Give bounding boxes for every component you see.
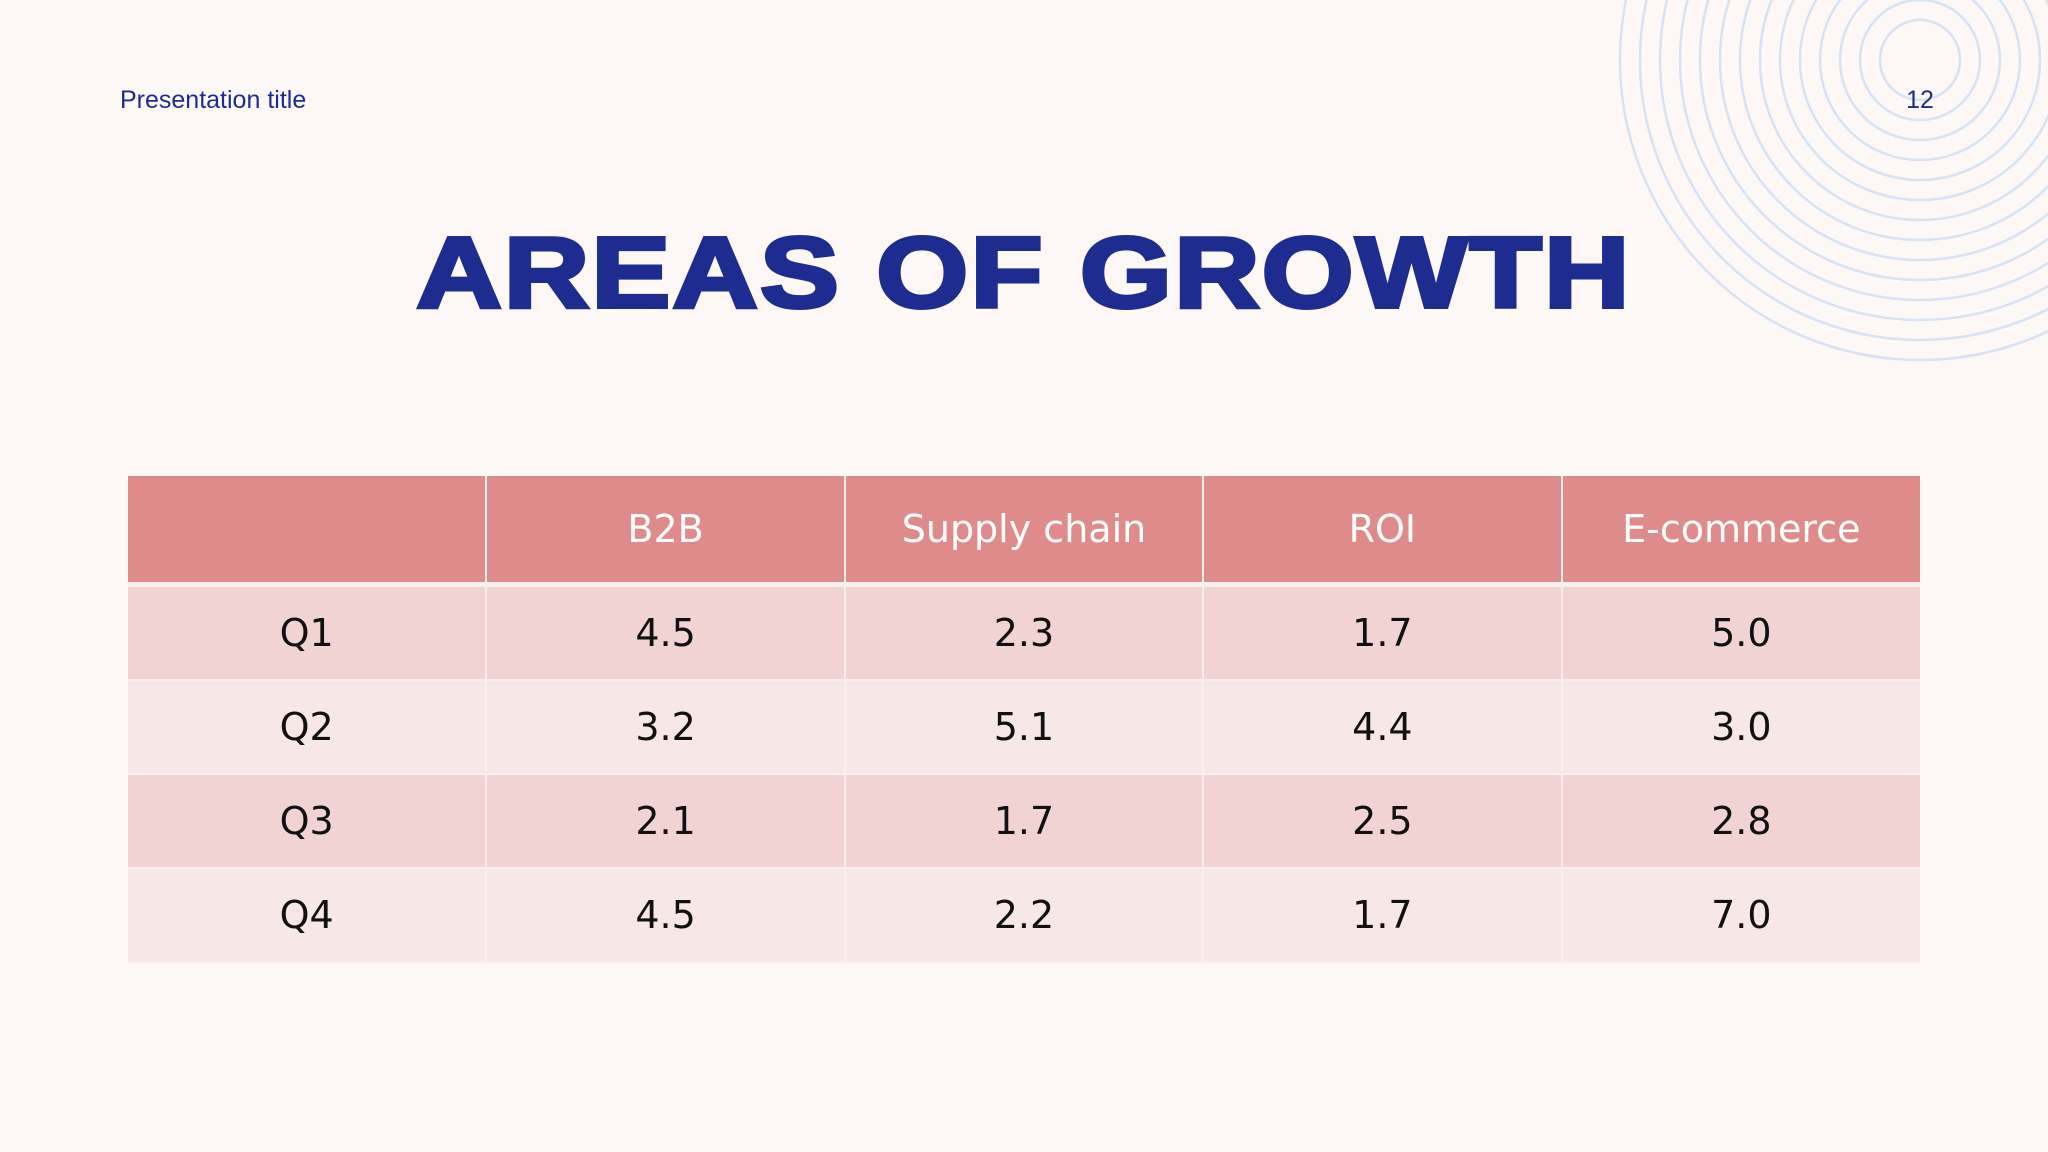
table-cell: 1.7 [1202,868,1563,963]
row-label: Q4 [128,868,488,963]
presentation-title: Presentation title [120,86,307,114]
slide-title: AREAS OF GROWTH [414,216,1632,330]
table-cell: 3.2 [485,680,846,775]
table-row: Q2 3.2 5.1 4.4 3.0 [128,680,1920,775]
column-header: E-commerce [1560,476,1920,587]
table-cell: 5.0 [1560,584,1920,681]
table-cell: 2.2 [843,868,1205,963]
column-header: ROI [1202,476,1563,587]
row-label: Q3 [128,774,488,869]
table-row: Q3 2.1 1.7 2.5 2.8 [128,774,1920,869]
table-cell: 4.5 [485,868,846,963]
concentric-arcs-icon [1618,0,2048,362]
table-cell: 2.3 [843,584,1205,681]
table-cell: 3.0 [1560,680,1920,775]
row-label: Q2 [128,680,488,775]
row-label: Q1 [128,584,488,681]
table-cell: 4.4 [1202,680,1563,775]
table-cell: 5.1 [843,680,1205,775]
table-header-row: B2B Supply chain ROI E-commerce [128,476,1920,587]
table-cell: 1.7 [1202,584,1563,681]
table-cell: 2.8 [1560,774,1920,869]
table-cell: 2.5 [1202,774,1563,869]
table-cell: 2.1 [485,774,846,869]
table-cell: 4.5 [485,584,846,681]
column-header: Supply chain [843,476,1205,587]
growth-table: B2B Supply chain ROI E-commerce Q1 4.5 2… [128,476,1920,963]
table-cell: 1.7 [843,774,1205,869]
page-number: 12 [1906,86,1934,114]
table-row: Q4 4.5 2.2 1.7 7.0 [128,868,1920,963]
column-header: B2B [485,476,846,587]
column-header [128,476,488,587]
table-row: Q1 4.5 2.3 1.7 5.0 [128,584,1920,681]
table-cell: 7.0 [1560,868,1920,963]
